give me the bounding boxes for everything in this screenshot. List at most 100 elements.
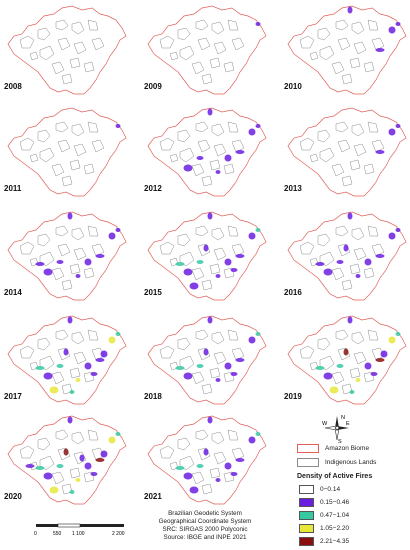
fire-density-blob: [75, 274, 81, 278]
fire-density-blob: [75, 378, 81, 382]
indigenous-land-outline: [201, 175, 213, 187]
indigenous-land-outline: [363, 163, 375, 175]
indigenous-land-outline: [87, 225, 99, 237]
fire-density-blob: [207, 108, 213, 116]
indigenous-land-outline: [195, 429, 209, 441]
fire-density-blob: [196, 364, 204, 368]
indigenous-land-outline: [201, 383, 213, 395]
indigenous-land-outline: [211, 431, 225, 445]
fire-density-blob: [189, 282, 199, 290]
indigenous-land-outline: [159, 137, 175, 151]
indigenous-land-outline: [61, 279, 73, 291]
indigenous-land-outline: [223, 471, 235, 483]
indigenous-land-outline: [159, 345, 175, 359]
indigenous-land-outline: [69, 57, 81, 69]
indigenous-land-outline: [299, 345, 315, 359]
legend-indigenous-lands-swatch: [297, 457, 319, 467]
indigenous-land-outline: [177, 27, 191, 41]
panel-year-label: 2014: [4, 288, 22, 297]
panel-year-label: 2017: [4, 392, 22, 401]
map-panel-2018: 2018: [140, 310, 270, 410]
fire-density-blob: [235, 458, 245, 462]
indigenous-land-outline: [55, 19, 69, 31]
indigenous-land-outline: [227, 225, 239, 237]
fire-density-blob: [203, 244, 209, 252]
fire-density-blob: [95, 254, 105, 258]
fire-density-blob: [364, 362, 372, 370]
fire-density-blob: [95, 458, 105, 462]
fire-density-blob: [375, 254, 385, 258]
indigenous-land-outline: [213, 143, 227, 157]
indigenous-land-outline: [213, 247, 227, 261]
legend-density-class: 1.05−2.20: [299, 523, 349, 534]
fire-density-blob: [395, 228, 401, 232]
indigenous-land-outline: [335, 225, 349, 237]
indigenous-land-outline: [69, 367, 81, 379]
density-label: 0−0.14: [320, 486, 341, 493]
panel-year-label: 2008: [4, 82, 22, 91]
fire-density-blob: [56, 464, 64, 468]
indigenous-land-outline: [349, 367, 361, 379]
fire-density-blob: [35, 466, 45, 470]
indigenous-land-outline: [351, 227, 365, 241]
indigenous-land-outline: [39, 455, 55, 471]
indigenous-land-outline: [319, 251, 335, 267]
indigenous-land-outline: [159, 35, 175, 49]
amazon-biome-outline: [7, 415, 127, 505]
fire-density-blob: [43, 472, 53, 480]
fire-density-blob: [43, 268, 53, 276]
fire-density-blob: [255, 22, 261, 26]
indigenous-land-outline: [177, 337, 191, 351]
indigenous-land-outline: [195, 121, 209, 133]
fire-density-blob: [215, 170, 221, 174]
indigenous-land-outline: [353, 41, 367, 55]
indigenous-land-outline: [191, 163, 205, 177]
fire-density-blob: [207, 316, 213, 324]
indigenous-land-outline: [37, 337, 51, 351]
credit-line: Geographical Coordinate System: [158, 518, 252, 525]
indigenous-land-outline: [69, 159, 81, 171]
fire-density-blob: [84, 258, 92, 266]
density-swatch: [299, 537, 314, 546]
indigenous-land-outline: [61, 73, 73, 85]
indigenous-land-outline: [71, 21, 85, 35]
indigenous-land-outline: [159, 445, 175, 459]
indigenous-land-outline: [331, 61, 345, 75]
indigenous-land-outline: [211, 21, 225, 35]
fire-density-blob: [230, 472, 238, 476]
indigenous-land-outline: [197, 447, 211, 461]
fire-density-blob: [79, 454, 85, 462]
indigenous-land-outline: [179, 251, 195, 267]
amazon-biome-outline: [7, 107, 127, 197]
fire-density-blob: [108, 436, 116, 444]
fire-density-blob: [183, 372, 193, 380]
panel-map-svg: [7, 415, 127, 505]
indigenous-land-outline: [223, 267, 235, 279]
panel-map-svg: [287, 211, 407, 301]
indigenous-land-outline: [83, 267, 95, 279]
panel-year-label: 2012: [144, 184, 162, 193]
map-panel-2019: 2019: [280, 310, 410, 410]
fire-density-blob: [95, 358, 105, 362]
density-label: 0.15−0.46: [320, 499, 350, 506]
indigenous-land-outline: [83, 163, 95, 175]
fire-density-blob: [343, 348, 349, 356]
fire-density-blob: [90, 472, 98, 476]
indigenous-land-outline: [37, 437, 51, 451]
indigenous-land-outline: [57, 139, 71, 153]
indigenous-land-outline: [177, 233, 191, 247]
indigenous-land-outline: [317, 337, 331, 351]
fire-density-blob: [56, 364, 64, 368]
indigenous-land-outline: [353, 247, 367, 261]
indigenous-land-outline: [29, 153, 39, 163]
fire-density-blob: [375, 150, 385, 154]
fire-density-blob: [100, 350, 108, 358]
fire-density-blob: [255, 332, 261, 336]
fire-density-blob: [235, 254, 245, 258]
fire-density-blob: [35, 366, 45, 370]
fire-density-blob: [25, 464, 35, 468]
indigenous-land-outline: [83, 471, 95, 483]
indigenous-land-outline: [37, 233, 51, 247]
indigenous-land-outline: [73, 41, 87, 55]
indigenous-land-outline: [73, 143, 87, 157]
